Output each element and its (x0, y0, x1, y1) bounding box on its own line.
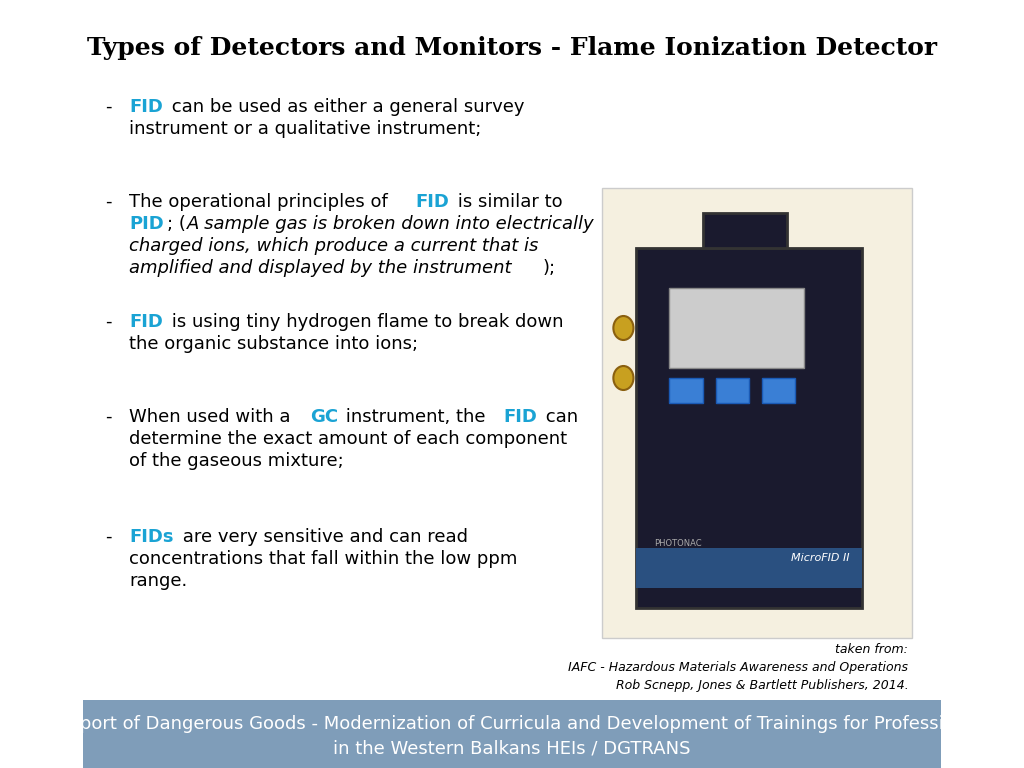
Text: -: - (104, 98, 112, 116)
Text: Types of Detectors and Monitors - Flame Ionization Detector: Types of Detectors and Monitors - Flame … (87, 36, 937, 60)
Text: concentrations that fall within the low ppm: concentrations that fall within the low … (129, 550, 517, 568)
Text: -: - (104, 408, 112, 426)
Text: MicroFID II: MicroFID II (792, 553, 850, 563)
Text: are very sensitive and can read: are very sensitive and can read (177, 528, 468, 546)
Bar (636, 248, 862, 608)
Circle shape (613, 366, 634, 390)
Text: Transport of Dangerous Goods - Modernization of Curricula and Development of Tra: Transport of Dangerous Goods - Moderniza… (32, 715, 992, 733)
Text: range.: range. (129, 572, 187, 590)
Text: can: can (541, 408, 579, 426)
Bar (83, 700, 941, 768)
Text: FID: FID (504, 408, 538, 426)
Text: determine the exact amount of each component: determine the exact amount of each compo… (129, 430, 567, 448)
Text: charged ions, which produce a current that is: charged ions, which produce a current th… (129, 237, 539, 255)
Bar (670, 378, 703, 403)
Bar (762, 378, 796, 403)
Text: A sample gas is broken down into electrically: A sample gas is broken down into electri… (187, 215, 595, 233)
Text: );: ); (543, 259, 556, 277)
Text: The operational principles of: The operational principles of (129, 193, 393, 211)
Text: in the Western Balkans HEIs / DGTRANS: in the Western Balkans HEIs / DGTRANS (333, 740, 691, 758)
Text: -: - (104, 193, 112, 211)
Text: ; (: ; ( (167, 215, 185, 233)
Text: the organic substance into ions;: the organic substance into ions; (129, 335, 418, 353)
Text: PID: PID (129, 215, 164, 233)
Bar (670, 288, 804, 368)
Bar (716, 378, 750, 403)
Circle shape (613, 316, 634, 340)
Text: taken from:
IAFC - Hazardous Materials Awareness and Operations
Rob Scnepp, Jone: taken from: IAFC - Hazardous Materials A… (568, 643, 908, 692)
Bar (636, 548, 862, 588)
Bar (703, 213, 786, 248)
Text: amplified and displayed by the instrument: amplified and displayed by the instrumen… (129, 259, 512, 277)
Text: -: - (104, 528, 112, 546)
Text: is similar to: is similar to (452, 193, 562, 211)
Text: FIDs: FIDs (129, 528, 174, 546)
Text: FID: FID (129, 313, 163, 331)
Text: GC: GC (310, 408, 338, 426)
Bar (602, 188, 912, 638)
Text: is using tiny hydrogen flame to break down: is using tiny hydrogen flame to break do… (166, 313, 563, 331)
Text: PHOTONAC: PHOTONAC (654, 538, 701, 548)
Text: FID: FID (129, 98, 163, 116)
Text: of the gaseous mixture;: of the gaseous mixture; (129, 452, 344, 470)
Text: When used with a: When used with a (129, 408, 296, 426)
Text: instrument or a qualitative instrument;: instrument or a qualitative instrument; (129, 120, 481, 138)
Text: can be used as either a general survey: can be used as either a general survey (166, 98, 524, 116)
Text: -: - (104, 313, 112, 331)
Text: instrument, the: instrument, the (340, 408, 492, 426)
Text: FID: FID (415, 193, 449, 211)
